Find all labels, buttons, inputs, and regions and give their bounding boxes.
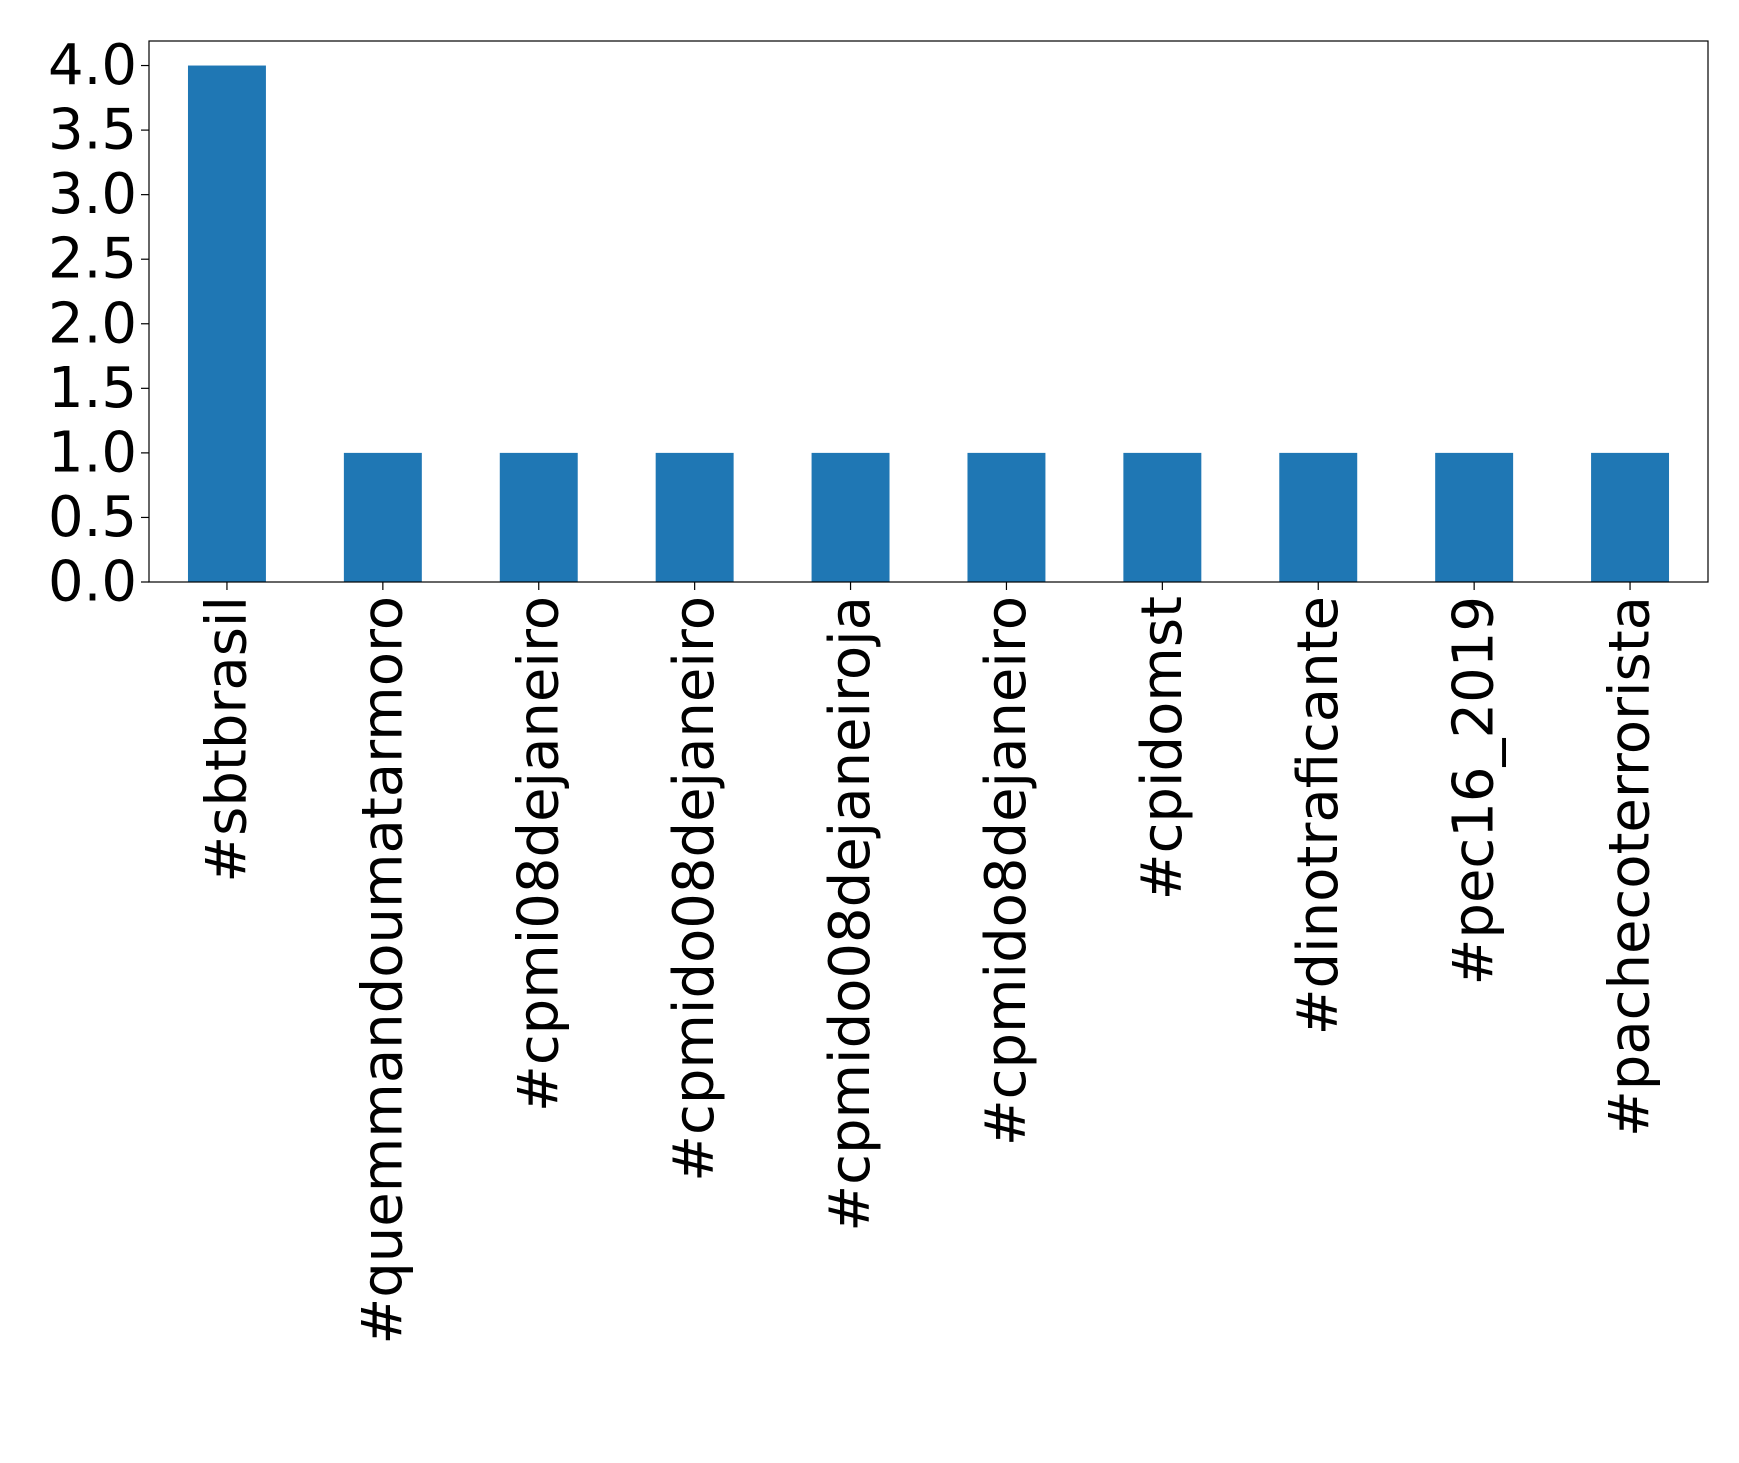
bar — [811, 452, 890, 582]
y-tick-label: 3.5 — [48, 98, 137, 163]
bar — [1123, 452, 1202, 582]
bar — [499, 452, 578, 582]
y-tick-label: 1.5 — [48, 356, 137, 421]
x-tick-label: #cpmido8dejaneiro — [974, 596, 1039, 1146]
y-tick-label: 3.0 — [48, 162, 137, 227]
x-tick-label: #cpmido08dejaneiroja — [818, 596, 883, 1232]
x-tick-label: #quemmandoumatarmoro — [350, 596, 415, 1345]
x-tick-label: #pachecoterrorista — [1598, 596, 1663, 1137]
x-tick-label: #cpidomst — [1130, 596, 1195, 900]
bar — [187, 65, 266, 582]
x-tick-label: #cpmi08dejaneiro — [506, 596, 571, 1112]
y-tick-label: 0.0 — [48, 550, 137, 615]
bar — [1279, 452, 1358, 582]
bar — [655, 452, 734, 582]
bar — [1591, 452, 1670, 582]
x-tick-label: #pec16_2019 — [1442, 596, 1507, 985]
bar — [967, 452, 1046, 582]
plot-frame — [148, 40, 1709, 583]
x-tick-label: #sbtbrasil — [194, 596, 259, 883]
y-tick-label: 4.0 — [48, 33, 137, 98]
y-tick-label: 2.5 — [48, 227, 137, 292]
y-tick-label: 0.5 — [48, 485, 137, 550]
y-tick-label: 2.0 — [48, 291, 137, 356]
bar — [343, 452, 422, 582]
x-tick-label: #cpmido08dejaneiro — [662, 596, 727, 1182]
x-tick-label: #dinotraficante — [1286, 596, 1351, 1035]
bar — [1435, 452, 1514, 582]
y-tick-label: 1.0 — [48, 420, 137, 485]
